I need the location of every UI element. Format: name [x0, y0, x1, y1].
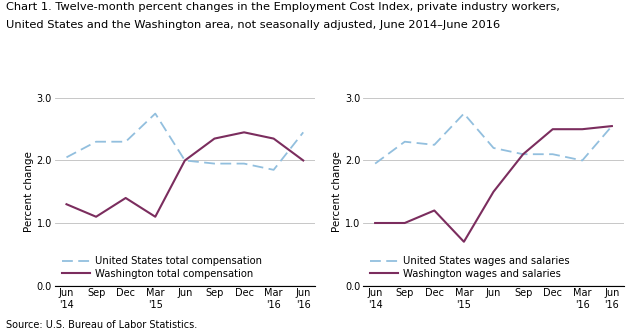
- Legend: United States wages and salaries, Washington wages and salaries: United States wages and salaries, Washin…: [368, 254, 572, 281]
- Text: Source: U.S. Bureau of Labor Statistics.: Source: U.S. Bureau of Labor Statistics.: [6, 320, 197, 330]
- Legend: United States total compensation, Washington total compensation: United States total compensation, Washin…: [60, 254, 264, 281]
- Text: Chart 1. Twelve-month percent changes in the Employment Cost Index, private indu: Chart 1. Twelve-month percent changes in…: [6, 2, 560, 12]
- Y-axis label: Percent change: Percent change: [332, 151, 342, 232]
- Y-axis label: Percent change: Percent change: [24, 151, 33, 232]
- Text: United States and the Washington area, not seasonally adjusted, June 2014–June 2: United States and the Washington area, n…: [6, 20, 500, 30]
